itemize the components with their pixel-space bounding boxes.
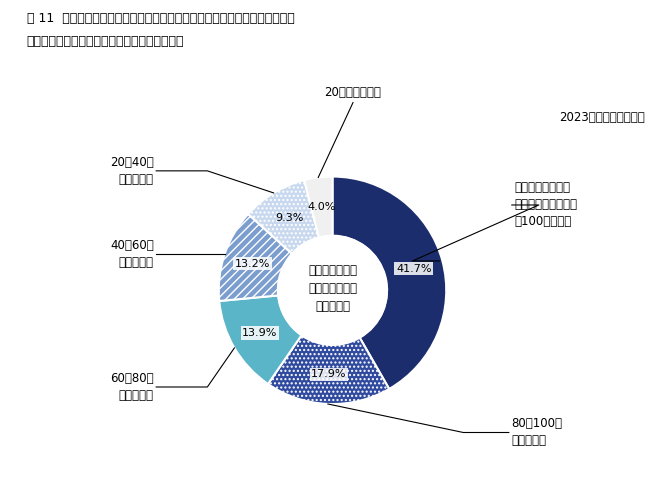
Text: 17.9%: 17.9% [311, 369, 347, 380]
Text: 60〜80％
未満の世帯: 60〜80％ 未満の世帯 [110, 372, 154, 402]
Text: 総所得に占める割合別世帯数の構成割合: 総所得に占める割合別世帯数の構成割合 [27, 35, 184, 47]
Text: 図 11  公的年金・恩給を受給している高齢者世帯における公的年金・恩給の: 図 11 公的年金・恩給を受給している高齢者世帯における公的年金・恩給の [27, 12, 295, 25]
Text: 2023（令和５）年調査: 2023（令和５）年調査 [559, 111, 645, 124]
Text: 9.3%: 9.3% [275, 213, 303, 223]
Text: 13.9%: 13.9% [242, 328, 277, 338]
Wedge shape [248, 180, 319, 254]
Wedge shape [219, 295, 301, 384]
Text: 40〜60％
未満の世帯: 40〜60％ 未満の世帯 [110, 240, 154, 270]
Wedge shape [332, 176, 446, 389]
Text: 13.2%: 13.2% [235, 259, 270, 269]
Wedge shape [268, 335, 389, 404]
Text: 80〜100％
未満の世帯: 80〜100％ 未満の世帯 [511, 418, 562, 448]
Text: 公的年金・恩給
を受給している
高齢者世帯: 公的年金・恩給 を受給している 高齢者世帯 [308, 264, 357, 313]
Text: 41.7%: 41.7% [396, 264, 432, 274]
Circle shape [278, 236, 387, 345]
Wedge shape [219, 214, 292, 301]
Text: 20％未満の世帯: 20％未満の世帯 [325, 86, 382, 99]
Text: 4.0%: 4.0% [308, 202, 336, 212]
Text: 20〜40％
未満の世帯: 20〜40％ 未満の世帯 [110, 156, 154, 186]
Text: 公的年金・恩給の
総所得に占める割合
が100％の世帯: 公的年金・恩給の 総所得に占める割合 が100％の世帯 [515, 181, 577, 228]
Wedge shape [304, 176, 332, 238]
